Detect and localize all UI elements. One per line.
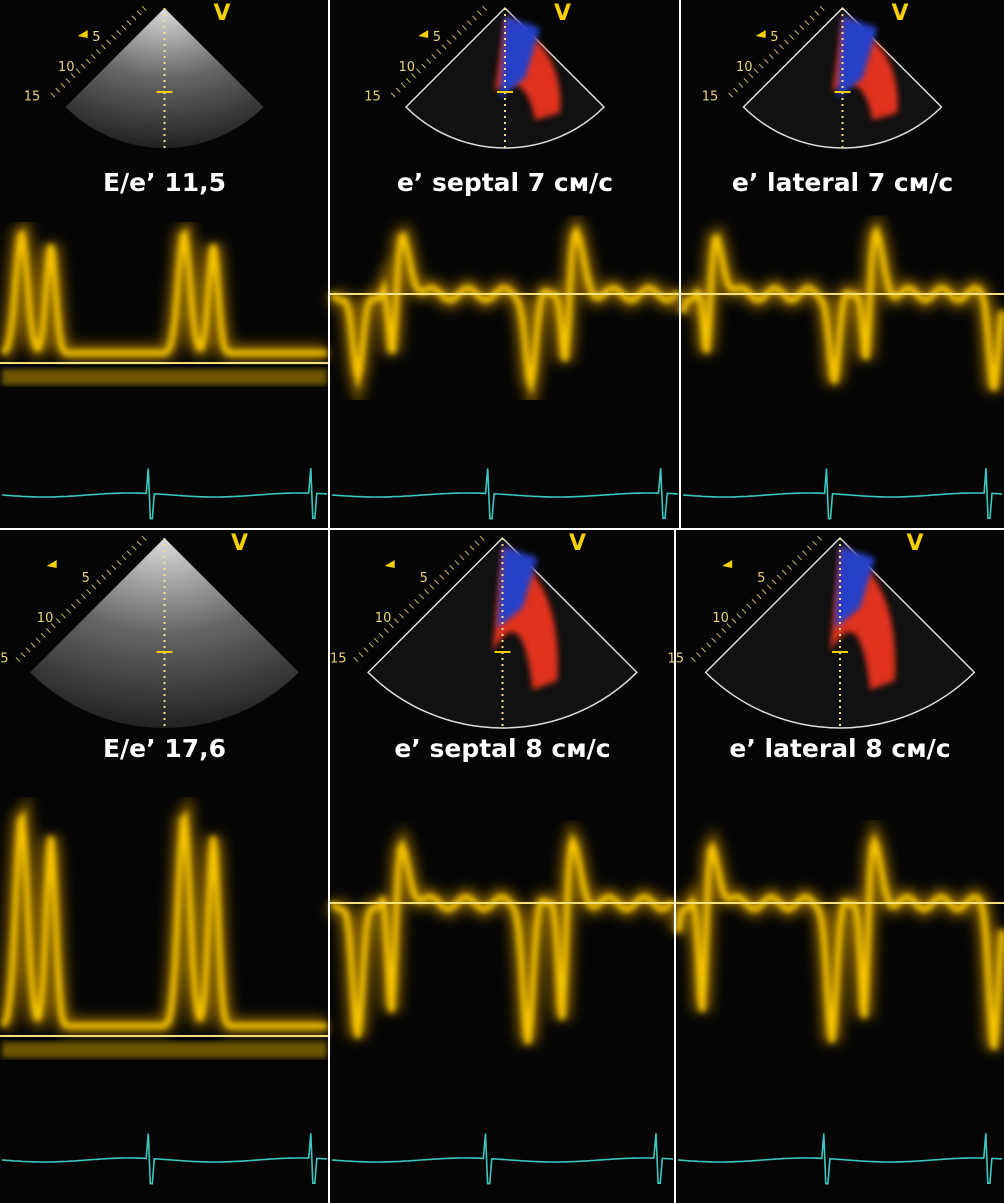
depth-label: 10: [399, 60, 416, 75]
doppler-trace: [329, 833, 676, 1044]
depth-label: 10: [58, 60, 75, 75]
orientation-marker: [755, 30, 766, 38]
depth-label: 15: [364, 90, 381, 105]
orientation-marker: [418, 30, 429, 38]
depth-label: 5: [770, 30, 778, 45]
ecg: [331, 1133, 674, 1185]
mode-marker: V: [907, 531, 924, 556]
depth-scale: [726, 5, 825, 100]
panel-label: e’ lateral 7 см/с: [732, 168, 953, 197]
sector: [30, 538, 299, 728]
depth-label: 5: [757, 571, 765, 586]
depth-scale: [48, 5, 147, 100]
depth-label: 15: [0, 651, 9, 666]
panel: 5 10 15 Ve’ septal 7 см/с: [325, 1, 685, 520]
depth-scale: [388, 5, 488, 100]
depth-label: 15: [330, 651, 347, 666]
sector: [65, 8, 264, 148]
depth-label: 15: [702, 90, 719, 105]
panel-label: e’ lateral 8 см/с: [729, 734, 950, 763]
orientation-marker: [46, 560, 57, 568]
color-flow-blue: [500, 16, 540, 98]
depth-label: 10: [37, 611, 54, 626]
orientation-marker: [384, 560, 395, 568]
panel: 5 10 15 Ve’ lateral 7 см/с: [674, 1, 1004, 520]
mode-marker: V: [569, 531, 586, 556]
ecg: [1, 1133, 328, 1185]
reverse-band: [2, 1042, 327, 1058]
orientation-marker: [722, 560, 733, 568]
ecg: [1, 468, 328, 520]
panel: 5 10 15 Ve’ septal 8 см/с: [325, 531, 680, 1185]
panel-label: E/e’ 11,5: [103, 168, 226, 197]
doppler-trace: [0, 810, 328, 1029]
depth-label: 5: [92, 30, 100, 45]
doppler-trace: [329, 224, 681, 396]
depth-label: 5: [82, 571, 90, 586]
color-flow-blue: [837, 16, 878, 98]
panel: 5 10 15 V E/e’ 11,5: [0, 1, 329, 520]
doppler-trace: [680, 225, 1004, 391]
doppler-trace: [675, 833, 1004, 1050]
reverse-band: [2, 369, 327, 385]
color-flow-blue: [835, 546, 875, 628]
orientation-marker: [77, 30, 88, 38]
depth-label: 5: [420, 571, 428, 586]
panel: 5 10 15 V E/e’ 17,6: [0, 531, 330, 1185]
doppler-trace: [0, 228, 328, 356]
depth-label: 10: [736, 60, 753, 75]
panel-label: e’ septal 7 см/с: [397, 168, 613, 197]
ecg: [682, 468, 1003, 520]
mode-marker: V: [554, 1, 571, 26]
depth-label: 15: [24, 90, 41, 105]
mode-marker: V: [231, 531, 248, 556]
depth-label: 10: [375, 611, 392, 626]
panel-label: e’ septal 8 см/с: [394, 734, 610, 763]
mode-marker: V: [214, 1, 231, 26]
color-flow-blue: [497, 546, 538, 628]
depth-label: 5: [433, 30, 441, 45]
mode-marker: V: [892, 1, 909, 26]
ecg: [677, 1133, 1003, 1185]
panel-label: E/e’ 17,6: [103, 734, 226, 763]
ecg: [331, 468, 679, 520]
depth-label: 10: [712, 611, 729, 626]
